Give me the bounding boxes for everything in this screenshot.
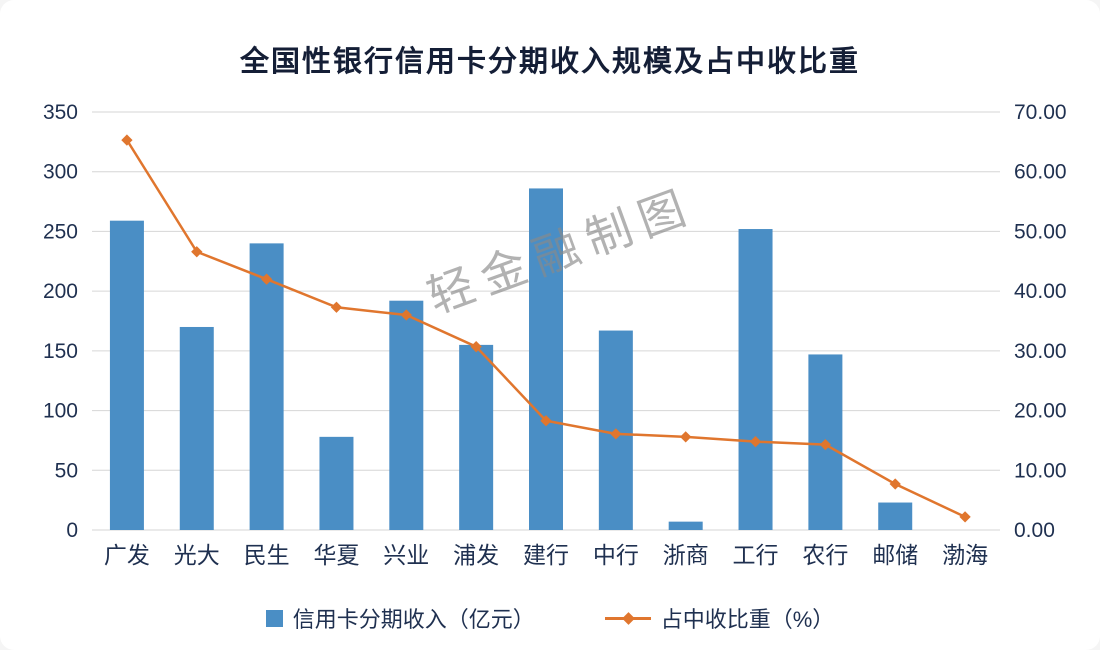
chart-legend: 信用卡分期收入（亿元） 占中收比重（%） xyxy=(0,602,1100,634)
legend-item-bar-series[interactable]: 信用卡分期收入（亿元） xyxy=(265,602,535,634)
category-label: 广发 xyxy=(104,542,150,568)
legend-label-line: 占中收比重（%） xyxy=(660,607,835,632)
right-axis-tick: 30.00 xyxy=(1014,340,1067,363)
bar[interactable] xyxy=(109,220,144,530)
line-marker[interactable] xyxy=(959,511,971,523)
category-label: 兴业 xyxy=(383,542,429,568)
bar[interactable] xyxy=(319,436,354,530)
right-axis-tick: 0.00 xyxy=(1014,519,1055,542)
bar[interactable] xyxy=(249,243,284,530)
category-label: 渤海 xyxy=(942,542,988,568)
category-label: 光大 xyxy=(174,542,220,568)
category-label: 工行 xyxy=(733,542,779,568)
line-marker[interactable] xyxy=(470,341,482,353)
right-axis-tick: 70.00 xyxy=(1014,101,1067,124)
bar[interactable] xyxy=(529,188,563,531)
category-label: 农行 xyxy=(802,542,848,568)
line-marker[interactable] xyxy=(749,435,762,448)
line-marker[interactable] xyxy=(540,415,552,427)
legend-label-bar: 信用卡分期收入（亿元） xyxy=(292,607,535,632)
left-axis-tick: 200 xyxy=(43,280,78,303)
right-axis-tick: 40.00 xyxy=(1014,280,1067,303)
legend-item-line-series[interactable]: 占中收比重（%） xyxy=(604,602,835,634)
left-axis-tick: 100 xyxy=(43,400,78,423)
line-marker[interactable] xyxy=(819,438,832,451)
left-axis-tick: 50 xyxy=(55,459,78,482)
left-axis-tick: 150 xyxy=(43,340,78,363)
line-marker[interactable] xyxy=(400,309,412,321)
line-marker[interactable] xyxy=(260,273,273,285)
line-swatch-icon xyxy=(604,611,651,625)
category-label: 中行 xyxy=(593,542,639,568)
line-marker[interactable] xyxy=(121,134,133,146)
bar[interactable] xyxy=(668,521,703,530)
right-axis-tick: 60.00 xyxy=(1014,161,1067,184)
line-marker[interactable] xyxy=(889,478,901,490)
line-marker-icon xyxy=(621,611,635,625)
chart-title: 全国性银行信用卡分期收入规模及占中收比重 xyxy=(239,46,860,78)
bar[interactable] xyxy=(738,229,773,531)
bar-swatch-icon xyxy=(265,609,283,627)
category-label: 建行 xyxy=(523,542,569,568)
left-axis-tick: 300 xyxy=(43,161,78,184)
right-axis-tick: 50.00 xyxy=(1014,220,1067,243)
right-axis-tick: 20.00 xyxy=(1014,400,1067,423)
category-label: 浦发 xyxy=(453,542,499,568)
bar[interactable] xyxy=(878,502,913,530)
line-marker[interactable] xyxy=(330,301,343,313)
left-axis-tick: 0 xyxy=(66,519,78,542)
left-axis-tick: 250 xyxy=(43,220,78,243)
left-axis-tick: 350 xyxy=(43,101,78,124)
right-axis-tick: 10.00 xyxy=(1014,459,1067,482)
category-label: 民生 xyxy=(244,542,290,568)
line-marker[interactable] xyxy=(191,246,203,258)
bar[interactable] xyxy=(179,326,214,530)
bar[interactable] xyxy=(459,344,494,530)
line-marker[interactable] xyxy=(680,431,692,443)
category-label: 浙商 xyxy=(663,542,709,568)
line-marker[interactable] xyxy=(610,428,622,440)
category-label: 邮储 xyxy=(872,542,918,568)
bar[interactable] xyxy=(389,300,424,530)
category-label: 华夏 xyxy=(313,542,359,568)
